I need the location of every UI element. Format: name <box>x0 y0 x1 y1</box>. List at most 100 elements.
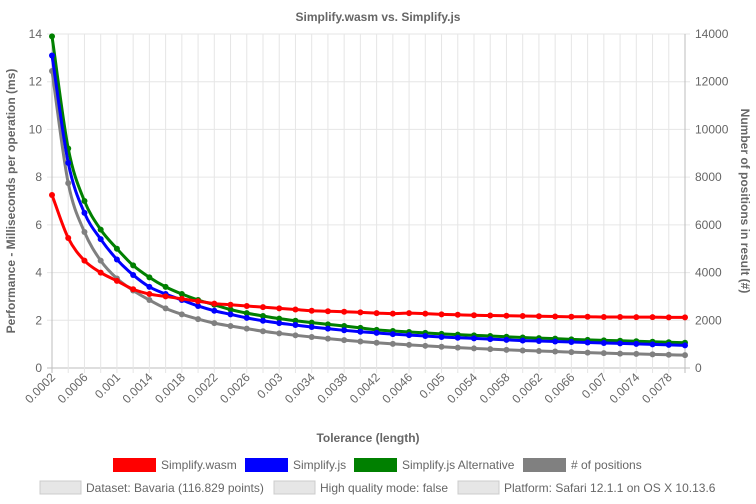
data-point <box>211 300 218 307</box>
data-point <box>81 229 88 236</box>
legend-swatch <box>245 458 288 472</box>
y-left-tick-label: 2 <box>35 313 42 327</box>
data-point <box>97 236 104 243</box>
data-point <box>373 339 380 346</box>
x-tick-label: 0.0058 <box>477 370 513 406</box>
data-point <box>65 159 72 166</box>
data-point <box>243 314 250 321</box>
data-point <box>308 323 315 330</box>
data-point <box>146 283 153 290</box>
data-point <box>552 313 559 320</box>
x-tick-label: 0.0042 <box>347 370 383 406</box>
x-tick-label: 0.0066 <box>542 370 578 406</box>
data-point <box>487 336 494 343</box>
x-tick-label: 0.0078 <box>639 370 675 406</box>
x-tick-label: 0.007 <box>579 370 610 401</box>
data-point <box>682 342 688 349</box>
chart-title: Simplify.wasm vs. Simplify.js <box>296 10 461 24</box>
data-point <box>422 333 429 340</box>
data-point <box>49 52 55 59</box>
data-point <box>568 349 575 356</box>
legend-item[interactable]: Simplify.wasm <box>113 458 237 472</box>
data-point <box>162 283 169 290</box>
x-tick-label: 0.0034 <box>282 370 318 406</box>
data-point <box>568 313 575 320</box>
data-point <box>260 304 266 311</box>
y-right-tick-label: 8000 <box>695 170 722 184</box>
data-point <box>584 313 591 320</box>
data-point <box>438 333 445 340</box>
data-point <box>503 336 510 343</box>
data-point <box>373 329 380 336</box>
data-point <box>389 340 396 347</box>
data-point <box>584 339 591 346</box>
data-point <box>649 314 656 321</box>
data-point <box>324 321 331 328</box>
data-point <box>65 234 72 241</box>
series-simplify-js <box>49 52 688 349</box>
legend-label: Simplify.wasm <box>161 458 237 472</box>
data-point <box>308 333 315 340</box>
data-point <box>487 312 494 319</box>
data-point <box>649 351 656 358</box>
x-tick-label: 0.0014 <box>120 370 156 406</box>
x-tick-label: 0.0074 <box>607 370 643 406</box>
x-tick-label: 0.0062 <box>509 370 545 406</box>
data-point <box>552 338 559 345</box>
x-tick-label: 0.001 <box>92 370 123 401</box>
y-left-axis-label: Performance - Milliseconds per operation… <box>4 69 18 334</box>
data-point <box>324 308 331 315</box>
y-right-axis-label: Number of positions in result (#) <box>738 109 752 294</box>
data-point <box>600 313 607 320</box>
y-right-tick-label: 6000 <box>695 218 722 232</box>
data-point <box>552 348 559 355</box>
data-point <box>113 277 120 284</box>
data-point <box>324 335 331 342</box>
info-label: Platform: Safari 12.1.1 on OS X 10.13.6 <box>504 481 716 495</box>
data-point <box>454 344 461 351</box>
legend-item[interactable]: Simplify.js <box>245 458 346 472</box>
data-point <box>97 226 104 233</box>
data-point <box>195 316 202 323</box>
info-boxes: Dataset: Bavaria (116.829 points) High qu… <box>39 480 716 495</box>
data-point <box>49 33 55 40</box>
y-left-tick-label: 14 <box>29 27 43 41</box>
data-point <box>227 311 234 318</box>
data-point <box>195 298 202 305</box>
data-point <box>471 335 477 342</box>
info-label: Dataset: Bavaria (116.829 points) <box>86 481 264 495</box>
data-point <box>389 310 396 317</box>
data-point <box>81 209 88 216</box>
y-right-tick-label: 4000 <box>695 266 722 280</box>
data-point <box>211 307 218 314</box>
data-point <box>97 257 104 264</box>
data-point <box>454 311 461 318</box>
x-tick-label: 0.0018 <box>152 370 188 406</box>
data-point <box>292 306 299 313</box>
info-swatch <box>457 480 500 495</box>
y-left-tick-label: 8 <box>35 170 42 184</box>
legend-item[interactable]: # of positions <box>523 458 642 472</box>
y-left-tick-label: 4 <box>35 266 42 280</box>
y-left-tick-label: 10 <box>29 122 43 136</box>
data-point <box>438 311 445 318</box>
legend-label: Simplify.js Alternative <box>402 458 515 472</box>
data-point <box>503 312 510 319</box>
data-point <box>389 331 396 338</box>
legend-item[interactable]: Simplify.js Alternative <box>354 458 515 472</box>
data-point <box>649 341 656 348</box>
info-box: Platform: Safari 12.1.1 on OS X 10.13.6 <box>457 480 716 495</box>
data-point <box>292 332 299 339</box>
data-point <box>162 293 169 300</box>
data-point <box>633 340 640 347</box>
data-point <box>243 325 250 332</box>
data-point <box>65 180 72 187</box>
info-box: High quality mode: false <box>273 480 448 495</box>
series-line <box>50 36 686 345</box>
data-point <box>471 312 477 319</box>
y-left-tick-label: 6 <box>35 218 42 232</box>
data-point <box>211 320 218 327</box>
x-tick-label: 0.0046 <box>379 370 415 406</box>
y-right-tick-label: 10000 <box>695 122 729 136</box>
y-right-tick-label: 14000 <box>695 27 729 41</box>
